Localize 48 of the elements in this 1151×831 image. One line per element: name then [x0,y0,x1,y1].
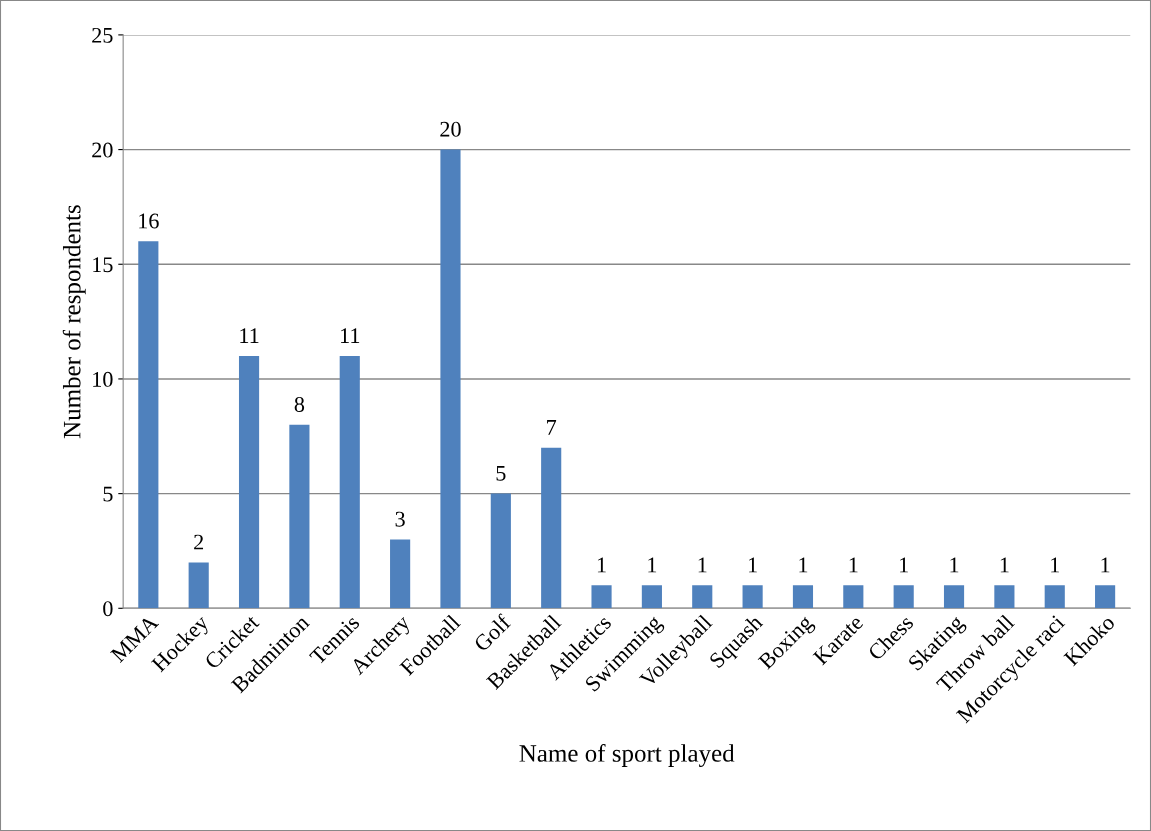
bar [238,356,260,609]
bar [1044,585,1065,609]
data-label: 7 [547,420,557,435]
data-label: 1 [799,557,808,573]
data-label: 1 [597,557,606,573]
bar [541,447,562,609]
bar [893,585,914,609]
data-label: 1 [950,557,959,573]
y-tick-label: 25 [92,27,113,43]
data-label: 11 [341,328,360,343]
data-label: 11 [240,328,259,343]
data-label: 1 [849,557,858,573]
bar [591,585,612,609]
data-label: 1 [900,557,908,573]
bar [994,585,1015,609]
bar [641,585,662,609]
data-label: 1 [1000,557,1009,573]
data-label: 1 [698,557,707,573]
bar [792,585,814,609]
bar [138,241,159,609]
bar [490,493,511,609]
data-label: 16 [139,213,159,229]
bar [843,585,864,609]
data-label: 5 [496,466,506,481]
data-label: 3 [395,511,405,527]
y-tick-label: 5 [103,486,113,502]
data-label: 1 [1101,557,1110,573]
bar [943,585,965,609]
data-label: 1 [1051,557,1059,573]
y-tick-label: 0 [103,601,113,617]
data-label: 1 [648,557,657,573]
y-tick-label: 15 [93,257,113,273]
bar [188,562,209,609]
bar [692,585,713,609]
bar [339,356,360,609]
bar [289,424,310,609]
y-tick-label: 10 [93,371,113,387]
bar [1095,585,1116,609]
data-label: 20 [440,121,461,137]
bar [390,539,411,609]
bar [440,149,461,609]
data-label: 1 [749,557,757,573]
data-label: 8 [294,396,305,412]
y-tick-label: 20 [92,142,113,158]
bar [742,585,763,609]
y-axis-title: Number of respondents [62,205,86,439]
x-axis-title: Name of sport played [519,744,735,768]
data-label: 2 [194,534,204,550]
